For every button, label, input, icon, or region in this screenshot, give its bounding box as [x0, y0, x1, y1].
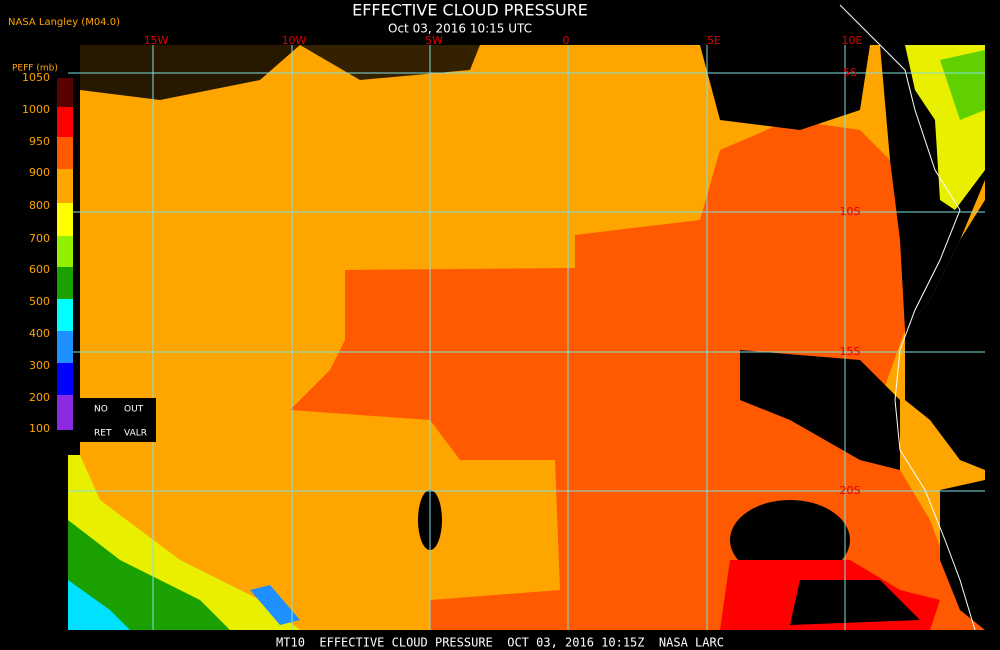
longitude-label: 15W — [144, 34, 169, 47]
graticule — [68, 45, 985, 630]
latitude-label: 15S — [840, 345, 861, 358]
legend-tick: 1050 — [22, 71, 50, 84]
subtitle: Oct 03, 2016 10:15 UTC — [388, 22, 532, 36]
legend-tick: 800 — [29, 199, 50, 212]
swatch — [57, 169, 73, 203]
color-bar — [57, 78, 156, 442]
legend-label: PEFF (mb) — [12, 64, 58, 74]
coast-line — [839, 4, 976, 631]
footer: MT10 EFFECTIVE CLOUD PRESSURE OCT 03, 20… — [276, 636, 724, 650]
swatch — [57, 203, 73, 236]
latitude-label: 10S — [840, 205, 861, 218]
swatch — [57, 299, 73, 331]
no-data-box — [80, 398, 156, 442]
swatch — [57, 395, 73, 430]
legend-tick: 400 — [29, 327, 50, 340]
title: EFFECTIVE CLOUD PRESSURE — [352, 1, 588, 20]
legend-tick: 100 — [29, 422, 50, 435]
swatch — [57, 78, 73, 107]
cloud-band — [68, 520, 230, 630]
source: NASA Langley (M04.0) — [8, 17, 120, 28]
clear-sky — [740, 350, 900, 470]
clear-sky — [790, 580, 920, 625]
land-clear — [940, 480, 985, 630]
legend-tick: 500 — [29, 295, 50, 308]
swatch — [57, 137, 73, 169]
no-data-label: RET — [94, 429, 112, 439]
no-data-label: VALR — [124, 429, 147, 439]
legend-tick: 300 — [29, 359, 50, 372]
legend-tick: 950 — [29, 135, 50, 148]
swatch — [57, 267, 73, 299]
legend-tick: 1000 — [22, 103, 50, 116]
legend-tick: 200 — [29, 391, 50, 404]
clear-sky — [700, 45, 870, 130]
coastline — [839, 4, 976, 631]
legend-tick: 900 — [29, 166, 50, 179]
land-cloud — [940, 50, 985, 120]
clear-sky — [300, 45, 480, 80]
land-clear — [905, 200, 985, 470]
swatch — [57, 107, 73, 137]
longitude-label: 0 — [563, 34, 570, 47]
longitude-label: 5E — [707, 34, 721, 47]
no-data-label: OUT — [124, 405, 144, 415]
longitude-label: 5W — [425, 34, 443, 47]
legend-tick: 600 — [29, 263, 50, 276]
mid-cloud-region — [290, 120, 985, 630]
latitude-label: 20S — [840, 484, 861, 497]
swatch — [57, 363, 73, 395]
cloud-band — [68, 580, 130, 630]
swatch — [57, 236, 73, 267]
cloud-band — [250, 585, 300, 625]
longitude-label: 10E — [842, 34, 863, 47]
imagery — [68, 45, 985, 630]
longitude-label: 10W — [282, 34, 307, 47]
latitude-label: 5S — [843, 66, 857, 79]
legend-tick: 700 — [29, 232, 50, 245]
no-data-label: NO — [94, 405, 108, 415]
swatch — [57, 331, 73, 363]
